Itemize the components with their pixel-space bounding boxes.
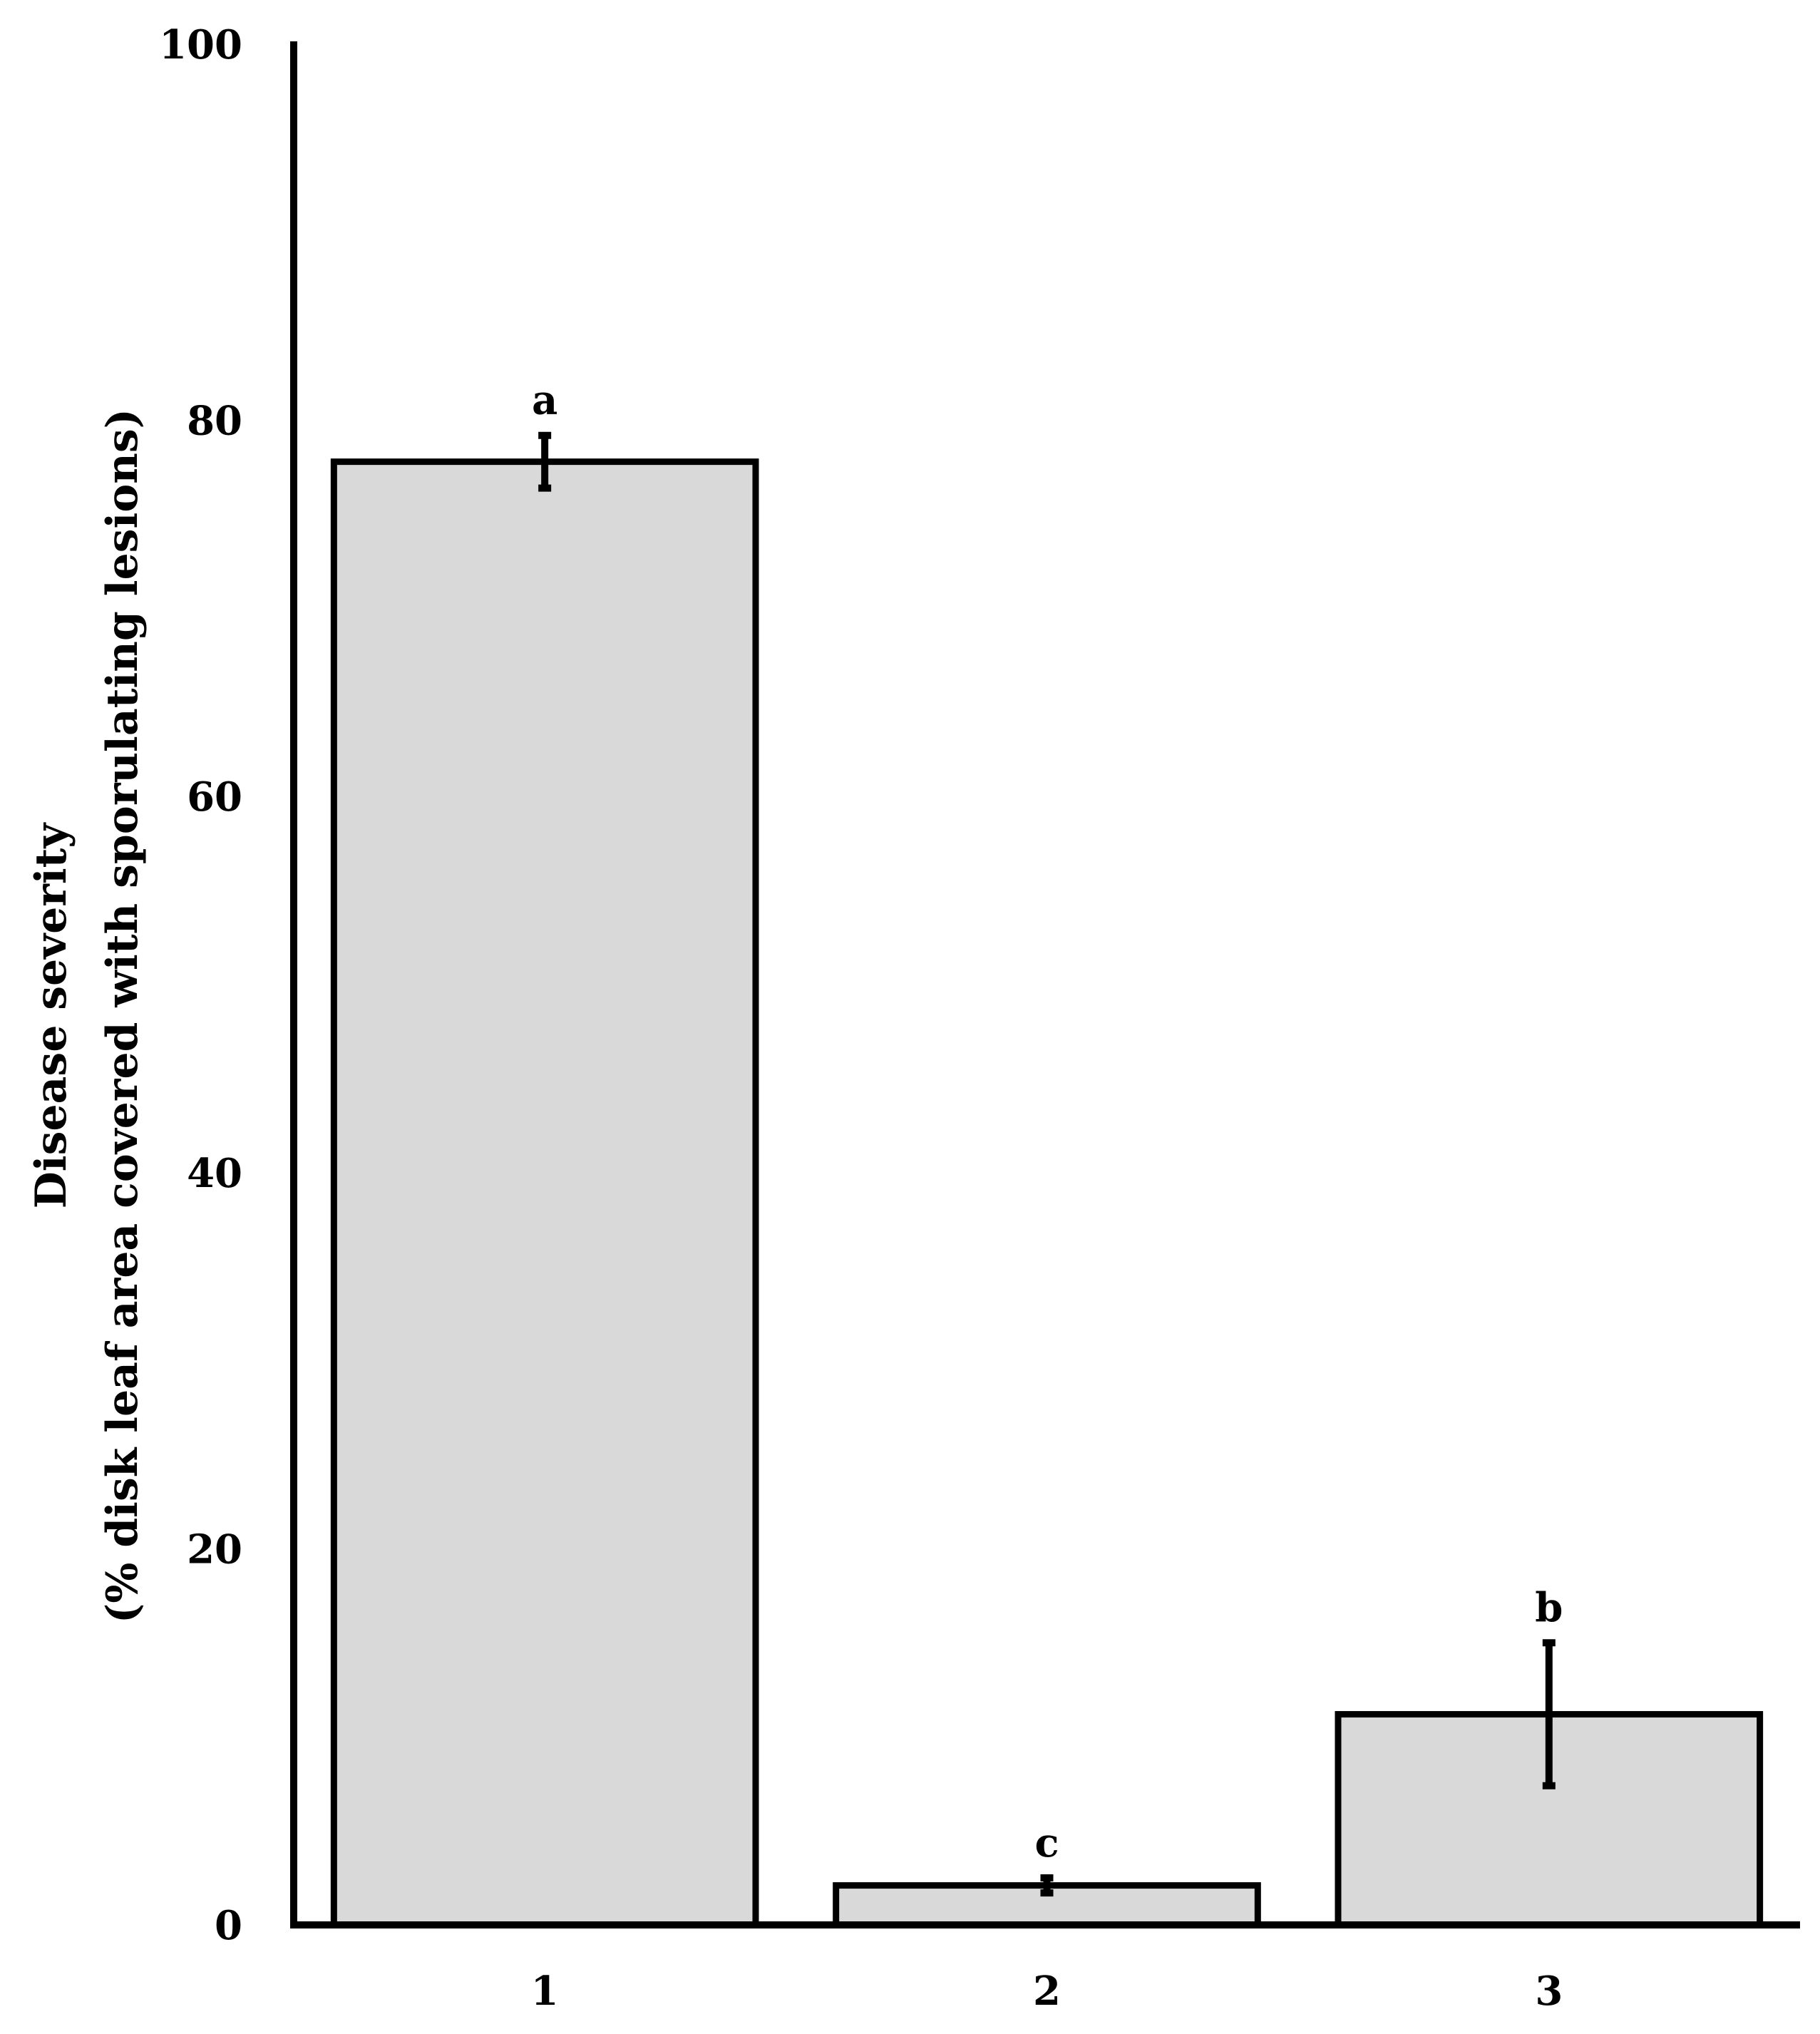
significance-label-2: c bbox=[1034, 1819, 1059, 1866]
y-axis-ticks-group: 0 20 40 60 80 100 bbox=[159, 21, 242, 1949]
bar-1 bbox=[330, 458, 759, 1928]
y-tick-label-60: 60 bbox=[187, 774, 242, 821]
error-bar-1 bbox=[538, 431, 552, 492]
y-tick-label-40: 40 bbox=[187, 1150, 242, 1197]
y-axis-title-line-2: (% disk leaf area covered with sporulati… bbox=[98, 409, 148, 1623]
significance-labels-group: a c b bbox=[532, 377, 1563, 1866]
y-tick-label-20: 20 bbox=[187, 1526, 242, 1573]
x-tick-label-2: 2 bbox=[1033, 1968, 1061, 2015]
x-axis-labels-group: 1 2 3 bbox=[531, 1968, 1563, 2015]
y-axis-title-line-1: Disease severity bbox=[26, 822, 76, 1209]
error-bar-2 bbox=[1040, 1874, 1054, 1897]
y-axis-title: Disease severity (% disk leaf area cover… bbox=[26, 409, 148, 1623]
y-tick-label-80: 80 bbox=[187, 398, 242, 445]
significance-label-1: a bbox=[532, 377, 557, 424]
y-tick-label-0: 0 bbox=[215, 1902, 242, 1949]
y-tick-label-100: 100 bbox=[159, 21, 242, 68]
x-tick-label-1: 1 bbox=[531, 1968, 559, 2015]
x-tick-label-3: 3 bbox=[1535, 1968, 1563, 2015]
significance-label-3: b bbox=[1535, 1584, 1563, 1631]
error-bar-3 bbox=[1542, 1639, 1556, 1789]
error-bars-group bbox=[538, 431, 1556, 1897]
